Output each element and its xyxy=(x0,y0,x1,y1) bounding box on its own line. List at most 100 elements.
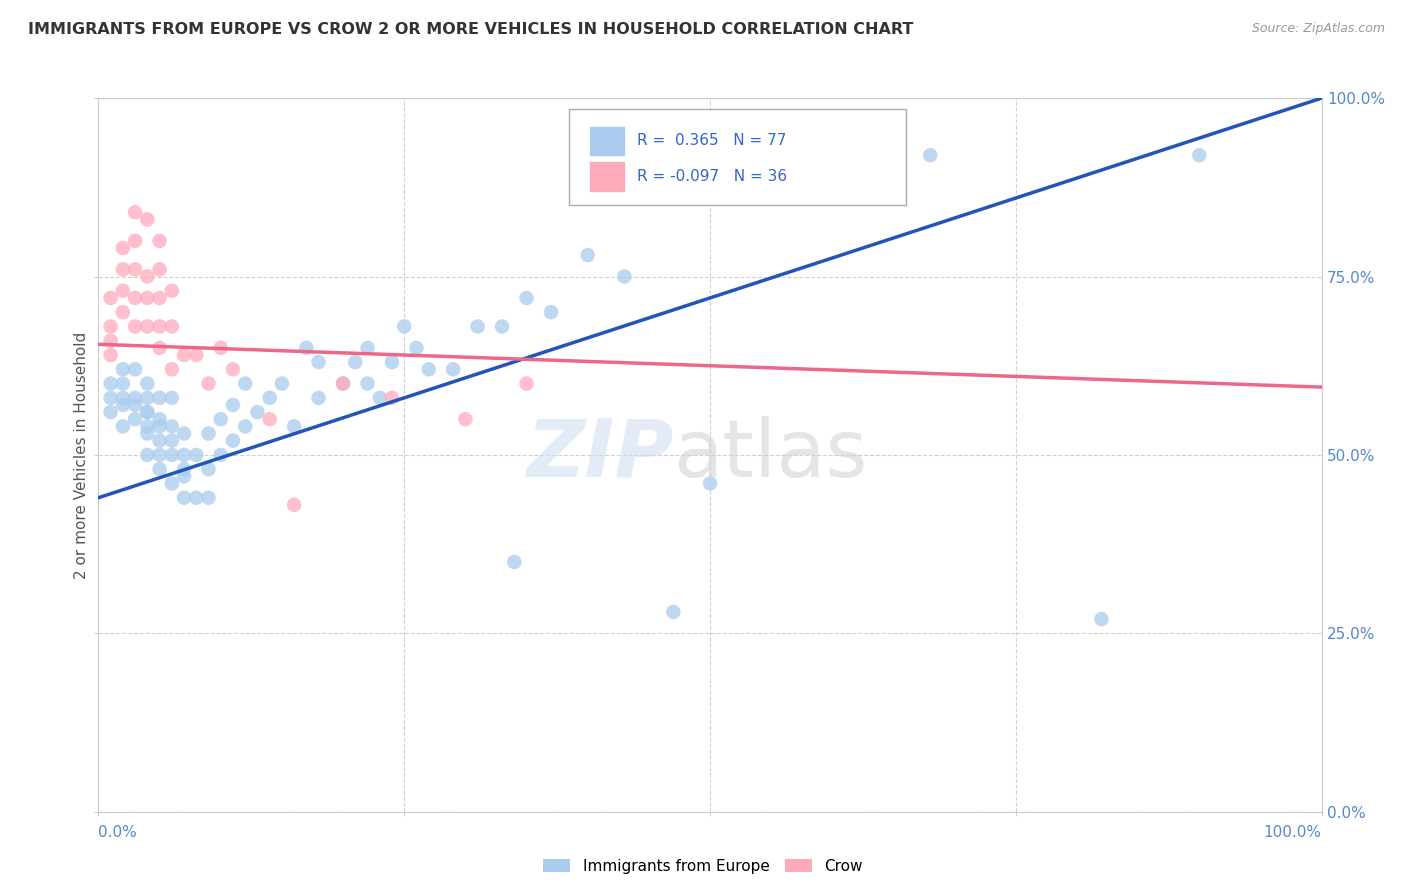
Point xyxy=(699,476,721,491)
Point xyxy=(283,419,305,434)
Point xyxy=(405,341,427,355)
Point xyxy=(173,462,195,476)
Point xyxy=(576,248,599,262)
Point xyxy=(197,376,219,391)
Point xyxy=(381,355,404,369)
Point xyxy=(124,291,146,305)
Text: 100.0%: 100.0% xyxy=(1264,825,1322,840)
Point xyxy=(160,391,183,405)
Point xyxy=(149,319,172,334)
Point xyxy=(149,419,172,434)
Point xyxy=(136,269,159,284)
Point xyxy=(100,319,122,334)
Point xyxy=(160,476,183,491)
Point xyxy=(111,262,134,277)
Point xyxy=(136,291,159,305)
Point xyxy=(356,341,378,355)
Point xyxy=(368,391,391,405)
Point xyxy=(233,419,256,434)
Point xyxy=(100,334,122,348)
Point xyxy=(173,491,195,505)
Point xyxy=(308,391,330,405)
Point xyxy=(186,491,208,505)
Point xyxy=(222,434,245,448)
Point xyxy=(111,419,134,434)
Point xyxy=(515,376,537,391)
Point xyxy=(160,284,183,298)
Point xyxy=(173,426,195,441)
Point xyxy=(209,448,232,462)
Point xyxy=(111,241,134,255)
Text: ZIP: ZIP xyxy=(526,416,673,494)
Point xyxy=(503,555,526,569)
Point xyxy=(491,319,513,334)
Text: R = -0.097   N = 36: R = -0.097 N = 36 xyxy=(637,169,787,184)
Point xyxy=(197,462,219,476)
Point xyxy=(100,348,122,362)
Point xyxy=(662,605,685,619)
Point xyxy=(160,419,183,434)
Point xyxy=(124,398,146,412)
Point xyxy=(124,262,146,277)
Point xyxy=(222,362,245,376)
Point xyxy=(454,412,477,426)
Point xyxy=(332,376,354,391)
Point xyxy=(111,376,134,391)
Point xyxy=(124,234,146,248)
Text: IMMIGRANTS FROM EUROPE VS CROW 2 OR MORE VEHICLES IN HOUSEHOLD CORRELATION CHART: IMMIGRANTS FROM EUROPE VS CROW 2 OR MORE… xyxy=(28,22,914,37)
Point xyxy=(173,469,195,483)
Point xyxy=(246,405,269,419)
Point xyxy=(124,412,146,426)
Point xyxy=(100,376,122,391)
Legend: Immigrants from Europe, Crow: Immigrants from Europe, Crow xyxy=(537,853,869,880)
Point xyxy=(124,205,146,219)
Point xyxy=(418,362,440,376)
Text: Source: ZipAtlas.com: Source: ZipAtlas.com xyxy=(1251,22,1385,36)
Point xyxy=(209,341,232,355)
Point xyxy=(111,362,134,376)
Point xyxy=(186,348,208,362)
Point xyxy=(761,177,783,191)
Point xyxy=(259,412,281,426)
Point xyxy=(540,305,562,319)
Point xyxy=(124,391,146,405)
Point xyxy=(344,355,367,369)
Point xyxy=(173,348,195,362)
Point xyxy=(283,498,305,512)
Point xyxy=(136,376,159,391)
Point xyxy=(100,391,122,405)
Point xyxy=(209,412,232,426)
Point xyxy=(381,391,404,405)
Point xyxy=(136,319,159,334)
FancyBboxPatch shape xyxy=(569,109,905,205)
Point xyxy=(613,269,636,284)
Text: 0.0%: 0.0% xyxy=(98,825,138,840)
Text: atlas: atlas xyxy=(673,416,868,494)
Point xyxy=(149,341,172,355)
Point xyxy=(295,341,318,355)
Point xyxy=(149,448,172,462)
Point xyxy=(100,405,122,419)
Point xyxy=(124,362,146,376)
Bar xyxy=(591,162,624,191)
Point xyxy=(111,391,134,405)
Point xyxy=(197,491,219,505)
Point xyxy=(222,398,245,412)
Point xyxy=(136,419,159,434)
Point xyxy=(149,391,172,405)
Point xyxy=(233,376,256,391)
Point xyxy=(845,177,868,191)
Point xyxy=(186,448,208,462)
Point xyxy=(308,355,330,369)
Point xyxy=(136,426,159,441)
Point xyxy=(149,234,172,248)
Point xyxy=(160,362,183,376)
Point xyxy=(149,291,172,305)
Point xyxy=(149,462,172,476)
Text: R =  0.365   N = 77: R = 0.365 N = 77 xyxy=(637,134,786,148)
Point xyxy=(392,319,416,334)
Point xyxy=(149,262,172,277)
Point xyxy=(111,398,134,412)
Point xyxy=(160,434,183,448)
Point xyxy=(920,148,942,162)
